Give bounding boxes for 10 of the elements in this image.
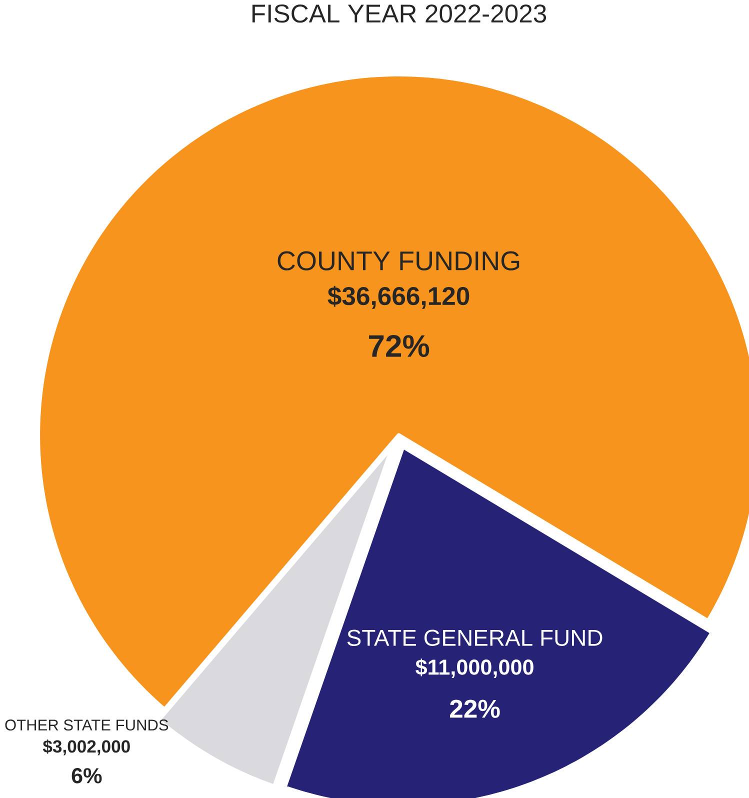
text: 6% bbox=[72, 768, 102, 784]
slice-label: OTHER STATE FUNDS bbox=[5, 720, 168, 731]
text: 72% bbox=[368, 335, 429, 357]
data-label: $36,666,120 bbox=[328, 286, 469, 309]
data-label: $11,000,000 bbox=[415, 658, 534, 678]
data-label: $3,002,000 bbox=[42, 739, 130, 756]
slice-label: COUNTY FUNDING bbox=[278, 251, 519, 270]
chart-title: FISCAL YEAR 2022-2023 bbox=[252, 4, 546, 23]
text: 22% bbox=[450, 700, 500, 718]
slice-label: STATE GENERAL FUND bbox=[347, 630, 602, 646]
